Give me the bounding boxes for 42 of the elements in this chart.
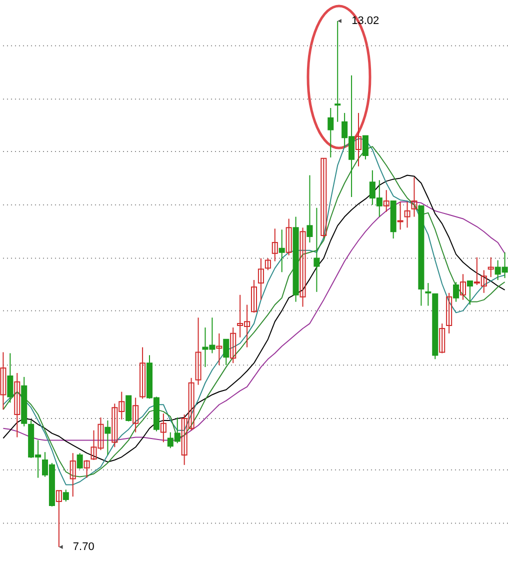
candlestick (104, 420, 111, 456)
candlestick (460, 274, 466, 300)
candlestick (383, 190, 390, 212)
candlestick (14, 372, 20, 438)
candlestick (320, 158, 327, 238)
candlestick (84, 459, 90, 478)
candlestick (355, 112, 362, 167)
candlestick (195, 317, 202, 386)
candlestick (439, 323, 446, 354)
candlestick (70, 452, 76, 498)
candlestick (425, 282, 432, 306)
candlestick (7, 352, 14, 404)
candlestick (328, 108, 334, 158)
candlestick (334, 20, 341, 122)
candlestick (411, 176, 418, 218)
candlestick (488, 256, 494, 278)
candlestick (446, 292, 452, 334)
candlestick (453, 282, 460, 302)
candlestick (362, 135, 368, 160)
candlestick (250, 280, 258, 314)
candlestick (314, 207, 320, 292)
candlestick (258, 258, 264, 300)
candlestick (397, 201, 404, 230)
candlestick (216, 332, 222, 366)
candlestick (223, 338, 230, 366)
candlestick (264, 258, 271, 271)
candlestick (286, 218, 292, 256)
candlestick (306, 174, 313, 243)
annotation: 7.70 (72, 541, 94, 553)
candlestick (62, 489, 69, 502)
candlestick (0, 352, 6, 410)
candlestick (230, 327, 236, 364)
candlestick (404, 201, 410, 228)
candlestick (140, 346, 146, 400)
candlestick (132, 397, 139, 433)
candlestick (466, 280, 473, 306)
candlestick (76, 452, 83, 470)
candlestick (56, 490, 62, 548)
candlestick (160, 413, 166, 443)
candlestick (278, 229, 285, 273)
candlestick (300, 227, 306, 308)
candlestick (272, 228, 278, 262)
